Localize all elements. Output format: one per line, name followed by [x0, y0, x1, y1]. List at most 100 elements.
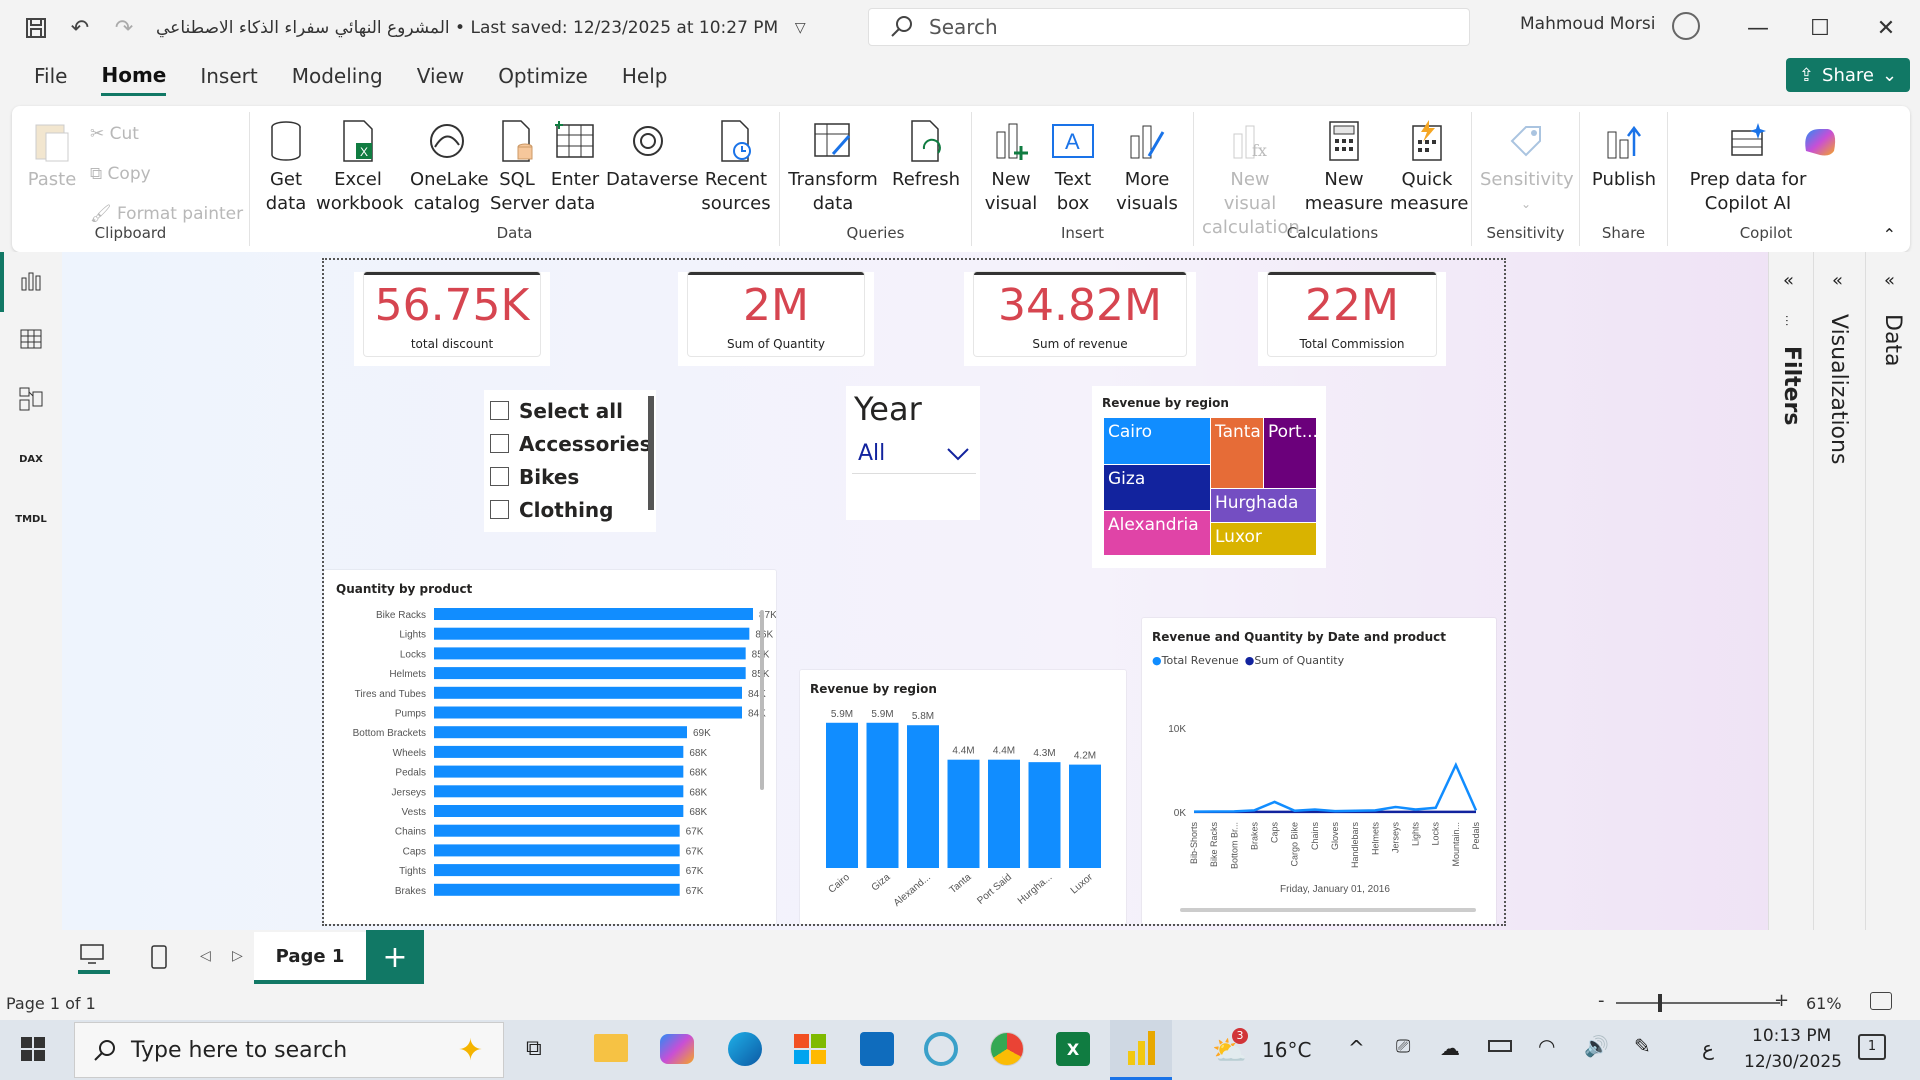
cut-button[interactable]: ✂ Cut [90, 122, 139, 146]
prep-data-copilot-button[interactable]: Prep data for Copilot AI [1678, 116, 1818, 216]
bar[interactable] [434, 686, 742, 699]
copilot-app-icon[interactable] [660, 1034, 694, 1064]
mobile-layout-icon[interactable] [150, 944, 168, 974]
menu-home[interactable]: Home [101, 63, 167, 96]
report-view-icon[interactable] [16, 266, 46, 296]
chevron-down-icon[interactable]: ▽ [794, 20, 806, 36]
new-visual-button[interactable]: New visual [984, 116, 1038, 216]
refresh-button[interactable]: Refresh [884, 116, 968, 192]
treemap-tile-hurghada[interactable]: Hurghada [1211, 489, 1316, 522]
meet-icon[interactable]: ⎚ [1396, 1036, 1411, 1057]
redo-icon[interactable]: ↷ [114, 15, 134, 41]
sql-server-button[interactable]: SQL Server [490, 116, 549, 216]
bar[interactable] [907, 725, 939, 868]
bar[interactable] [434, 667, 746, 680]
excel-workbook-button[interactable]: X Excel workbook [316, 116, 403, 216]
notification-icon[interactable]: 1 [1858, 1034, 1886, 1060]
copy-button[interactable]: ⧉ Copy [90, 162, 151, 186]
outlook-icon[interactable] [860, 1032, 894, 1066]
chart-horizontal-scrollbar[interactable] [1180, 908, 1476, 912]
treemap-revenue-by-region[interactable]: Revenue by region Cairo Giza Alexandria … [1092, 386, 1326, 568]
bar[interactable] [866, 722, 899, 868]
chart-revenue-quantity-by-date-product[interactable]: Revenue and Quantity by Date and product… [1142, 618, 1496, 924]
onelake-button[interactable]: OneLake catalog [410, 116, 489, 216]
kpi-card-total-commission[interactable]: 22M Total Commission [1258, 272, 1446, 366]
bar[interactable] [434, 844, 680, 857]
desktop-layout-icon[interactable] [78, 942, 110, 974]
powerbi-app-icon[interactable] [1110, 1020, 1172, 1080]
bar[interactable] [434, 608, 753, 620]
year-dropdown[interactable]: All [852, 434, 976, 474]
expand-icon[interactable]: « [1884, 270, 1896, 291]
tmdl-view-icon[interactable]: TMDL [15, 513, 47, 525]
prev-page-icon[interactable]: ◁ [200, 948, 211, 964]
enter-data-button[interactable]: Enter data [550, 116, 600, 216]
format-painter-button[interactable]: 🖌 Format painter [90, 202, 243, 226]
slicer-option-clothing[interactable]: Clothing [484, 493, 652, 526]
undo-icon[interactable]: ↶ [70, 15, 90, 41]
expand-icon[interactable]: « [1832, 270, 1844, 291]
menu-help[interactable]: Help [621, 64, 668, 88]
treemap-tile-luxor[interactable]: Luxor [1211, 523, 1316, 555]
zoom-out-button[interactable]: - [1598, 990, 1605, 1011]
minimize-button[interactable]: — [1747, 15, 1769, 41]
data-pane[interactable]: « Data [1866, 252, 1920, 932]
treemap-tile-alexandria[interactable]: Alexandria [1104, 511, 1210, 555]
copilot-button[interactable]: . [1782, 116, 1858, 192]
zoom-in-button[interactable]: + [1774, 990, 1790, 1011]
wifi-icon[interactable]: ◠ [1538, 1034, 1556, 1058]
filters-pane[interactable]: « ⫶ Filters [1768, 252, 1814, 932]
kpi-card-sum-revenue[interactable]: 34.82M Sum of revenue [964, 272, 1196, 366]
bar[interactable] [434, 883, 680, 896]
next-page-icon[interactable]: ▷ [232, 948, 243, 964]
kpi-card-total-discount[interactable]: 56.75K total discount [354, 272, 550, 366]
chart-revenue-by-region[interactable]: Revenue by region 5.9M Cairo 5.9M Giza 5.8M A… [800, 670, 1126, 924]
new-measure-button[interactable]: New measure [1304, 116, 1384, 216]
file-explorer-icon[interactable] [594, 1034, 628, 1062]
bar[interactable] [434, 706, 742, 719]
close-button[interactable]: ✕ [1876, 15, 1896, 41]
menu-file[interactable]: File [34, 64, 68, 88]
menu-insert[interactable]: Insert [200, 64, 258, 88]
bar[interactable] [434, 627, 750, 640]
chrome-icon[interactable] [990, 1032, 1024, 1066]
onedrive-icon[interactable]: ☁ [1440, 1036, 1460, 1060]
slicer-scrollbar[interactable] [648, 396, 654, 510]
more-visuals-button[interactable]: More visuals [1104, 116, 1190, 216]
bar[interactable] [947, 759, 980, 868]
chart-quantity-by-product[interactable]: Quantity by product Bike Racks 87K Lights 8… [324, 570, 776, 924]
bar[interactable] [434, 864, 680, 877]
recent-sources-button[interactable]: Recent sources [696, 116, 776, 216]
taskbar-search-box[interactable]: Type here to search ✦ [74, 1022, 504, 1078]
table-view-icon[interactable] [16, 324, 46, 354]
slicer-option-accessories[interactable]: Accessories [484, 427, 652, 460]
bar[interactable] [434, 805, 684, 817]
menu-modeling[interactable]: Modeling [291, 64, 383, 88]
menu-view[interactable]: View [416, 64, 465, 88]
zoom-slider[interactable] [1616, 994, 1780, 1012]
kpi-card-sum-quantity[interactable]: 2M Sum of Quantity [678, 272, 874, 366]
bar[interactable] [434, 765, 684, 778]
quick-measure-button[interactable]: Quick measure [1390, 116, 1469, 216]
collapse-ribbon-icon[interactable]: ⌃ [1882, 225, 1896, 244]
treemap-tile-giza[interactable]: Giza [1104, 465, 1210, 510]
checkbox[interactable] [490, 401, 509, 420]
bar[interactable] [434, 745, 684, 758]
model-view-icon[interactable] [16, 384, 46, 414]
transform-data-button[interactable]: Transform data [788, 116, 878, 216]
bar[interactable] [434, 785, 684, 798]
get-data-button[interactable]: Get data [258, 116, 314, 216]
text-box-button[interactable]: A Text box [1048, 116, 1098, 216]
treemap-tile-cairo[interactable]: Cairo [1104, 418, 1210, 464]
volume-icon[interactable]: 🔊 [1584, 1034, 1609, 1058]
store-icon[interactable] [794, 1034, 826, 1064]
dataverse-button[interactable]: Dataverse [606, 116, 699, 192]
share-button[interactable]: ⇪ Share ⌄ [1786, 58, 1910, 92]
checkbox[interactable] [490, 500, 509, 519]
excel-app-icon[interactable]: X [1056, 1032, 1090, 1066]
checkbox[interactable] [490, 467, 509, 486]
save-icon[interactable] [14, 6, 58, 50]
bar[interactable] [434, 726, 687, 739]
legend-item-sum-quantity[interactable]: ●Sum of Quantity [1245, 654, 1344, 667]
tab-page-1[interactable]: Page 1 [254, 932, 366, 984]
